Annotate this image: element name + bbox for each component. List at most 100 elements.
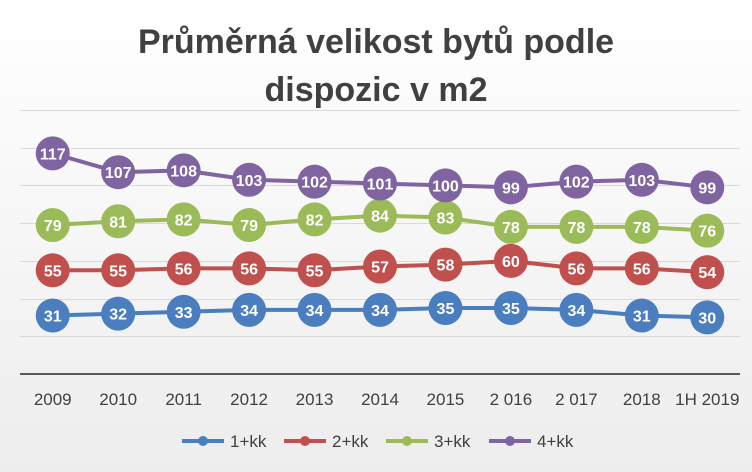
data-point-4+kk <box>428 168 463 203</box>
legend-marker-1+kk <box>198 436 208 446</box>
data-point-1+kk <box>101 296 136 331</box>
data-label-1+kk: 34 <box>567 303 585 320</box>
data-label-1+kk: 34 <box>240 303 258 320</box>
data-label-2+kk: 54 <box>698 265 716 282</box>
data-point-3+kk <box>101 204 136 239</box>
x-tick-label: 2018 <box>623 390 661 409</box>
data-point-4+kk <box>493 170 528 205</box>
data-label-3+kk: 76 <box>698 224 716 241</box>
data-point-4+kk <box>232 162 267 197</box>
data-point-3+kk <box>232 208 267 243</box>
data-point-3+kk <box>690 213 725 248</box>
x-tick-label: 2 016 <box>490 390 533 409</box>
x-tick-label: 2 017 <box>555 390 598 409</box>
data-label-3+kk: 79 <box>240 218 258 235</box>
data-point-4+kk <box>166 153 201 188</box>
data-point-3+kk <box>428 200 463 235</box>
data-label-2+kk: 58 <box>437 258 455 275</box>
data-point-1+kk <box>493 291 528 325</box>
data-label-1+kk: 33 <box>175 305 193 322</box>
x-tick-label: 2014 <box>361 390 399 409</box>
data-point-1+kk <box>363 292 397 327</box>
data-label-2+kk: 55 <box>109 263 127 280</box>
data-point-2+kk <box>101 253 136 288</box>
data-label-4+kk: 108 <box>170 163 197 180</box>
data-point-2+kk <box>166 251 201 286</box>
legend-label-3+kk: 3+kk <box>434 432 471 451</box>
data-point-4+kk <box>101 155 136 190</box>
data-label-3+kk: 78 <box>502 220 520 237</box>
data-label-4+kk: 103 <box>236 173 263 190</box>
data-point-1+kk <box>166 294 201 329</box>
legend-marker-3+kk <box>402 436 412 446</box>
data-point-3+kk <box>35 208 70 243</box>
data-label-3+kk: 78 <box>633 220 651 237</box>
data-point-2+kk <box>690 255 725 290</box>
x-tick-label: 1H 2019 <box>675 390 739 409</box>
data-label-3+kk: 83 <box>437 210 455 227</box>
data-label-1+kk: 31 <box>633 309 651 326</box>
data-point-1+kk <box>690 300 725 335</box>
data-point-4+kk <box>35 136 70 171</box>
data-label-3+kk: 82 <box>306 212 324 229</box>
data-label-3+kk: 78 <box>567 220 585 237</box>
data-label-2+kk: 56 <box>633 261 651 278</box>
data-point-1+kk <box>232 292 267 327</box>
chart-title-line-2: dispozic v m2 <box>264 71 488 109</box>
data-point-3+kk <box>624 209 659 244</box>
data-point-1+kk <box>428 291 463 325</box>
data-point-2+kk <box>232 251 267 286</box>
data-label-4+kk: 100 <box>432 178 459 195</box>
x-tick-label: 2011 <box>165 390 202 409</box>
data-label-3+kk: 82 <box>175 212 193 229</box>
data-point-3+kk <box>166 202 201 237</box>
data-label-4+kk: 107 <box>105 165 132 182</box>
data-point-4+kk <box>624 162 659 197</box>
data-label-1+kk: 34 <box>371 303 389 320</box>
data-label-2+kk: 56 <box>240 261 258 278</box>
data-point-4+kk <box>297 164 332 199</box>
legend-marker-2+kk <box>300 436 310 446</box>
data-point-3+kk <box>559 209 594 244</box>
legend-label-4+kk: 4+kk <box>537 432 574 451</box>
data-point-4+kk <box>559 164 594 199</box>
data-label-3+kk: 79 <box>44 218 62 235</box>
data-label-3+kk: 84 <box>371 209 389 226</box>
data-point-1+kk <box>624 298 659 333</box>
data-label-2+kk: 55 <box>306 263 324 280</box>
data-point-1+kk <box>559 292 594 327</box>
data-point-3+kk <box>297 202 332 237</box>
data-point-4+kk <box>690 170 725 205</box>
data-point-2+kk <box>297 253 332 288</box>
x-tick-label: 2009 <box>34 390 72 409</box>
data-point-1+kk <box>297 292 332 327</box>
data-point-2+kk <box>624 251 659 286</box>
data-point-3+kk <box>363 198 397 233</box>
data-point-4+kk <box>363 166 397 201</box>
data-point-1+kk <box>35 298 70 333</box>
legend-label-2+kk: 2+kk <box>332 432 369 451</box>
data-label-2+kk: 57 <box>371 260 389 277</box>
data-point-2+kk <box>363 249 397 284</box>
data-label-1+kk: 31 <box>44 309 62 326</box>
data-label-1+kk: 32 <box>109 307 127 324</box>
x-tick-label: 2010 <box>99 390 137 409</box>
data-label-4+kk: 117 <box>40 146 66 163</box>
x-tick-label: 2015 <box>427 390 465 409</box>
data-label-1+kk: 35 <box>437 301 455 318</box>
data-label-1+kk: 35 <box>502 301 520 318</box>
data-label-4+kk: 103 <box>628 173 655 190</box>
data-label-2+kk: 56 <box>175 261 193 278</box>
data-label-4+kk: 102 <box>301 175 328 192</box>
data-label-2+kk: 60 <box>502 254 520 271</box>
data-point-3+kk <box>493 209 528 244</box>
data-label-4+kk: 99 <box>502 180 520 197</box>
data-point-2+kk <box>35 253 70 288</box>
x-tick-label: 2013 <box>296 390 334 409</box>
data-label-3+kk: 81 <box>109 214 127 231</box>
legend-label-1+kk: 1+kk <box>230 432 267 451</box>
data-label-1+kk: 30 <box>698 310 716 327</box>
data-point-2+kk <box>559 251 594 286</box>
